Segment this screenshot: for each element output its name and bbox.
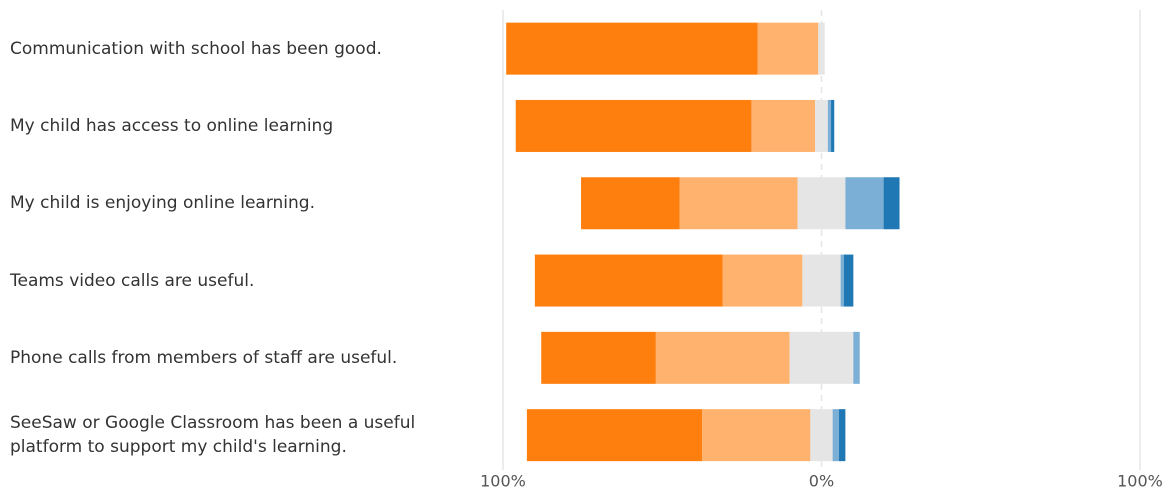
bar-segment: [832, 409, 840, 462]
bar-segment: [541, 331, 656, 384]
x-tick-label: 100%: [480, 472, 526, 491]
bar-segment: [810, 409, 833, 462]
bar-segment: [845, 177, 884, 230]
x-tick-label: 0%: [809, 472, 834, 491]
bar-segment: [840, 254, 844, 307]
bar-segment: [722, 254, 803, 307]
bar-segment: [526, 409, 703, 462]
category-label: SeeSaw or Google Classroom has been a us…: [10, 413, 416, 458]
bar-segment: [883, 177, 900, 230]
bar-segment: [831, 99, 835, 152]
bar-segment: [853, 331, 860, 384]
category-label: My child is enjoying online learning.: [10, 193, 316, 214]
bar-segment: [506, 22, 758, 75]
bar-segment: [789, 331, 854, 384]
bar-segment: [679, 177, 798, 230]
bar-segment: [655, 331, 790, 384]
bar-segment: [843, 254, 854, 307]
bar-segment: [818, 22, 825, 75]
bar-segment: [827, 99, 832, 152]
category-label: My child has access to online learning: [10, 115, 334, 136]
bar-segment: [702, 409, 811, 462]
bar-segment: [751, 99, 816, 152]
x-tick-label: 100%: [1117, 472, 1163, 491]
bar-segment: [815, 99, 828, 152]
bar-segment: [515, 99, 752, 152]
bar-segment: [581, 177, 680, 230]
bar-segment: [534, 254, 723, 307]
category-label: Communication with school has been good.: [10, 38, 382, 59]
bar-segment: [839, 409, 846, 462]
bar-segment: [802, 254, 841, 307]
category-label: Phone calls from members of staff are us…: [10, 347, 398, 368]
bar-segment: [757, 22, 819, 75]
bar-segment: [797, 177, 846, 230]
category-label: Teams video calls are useful.: [10, 270, 255, 291]
